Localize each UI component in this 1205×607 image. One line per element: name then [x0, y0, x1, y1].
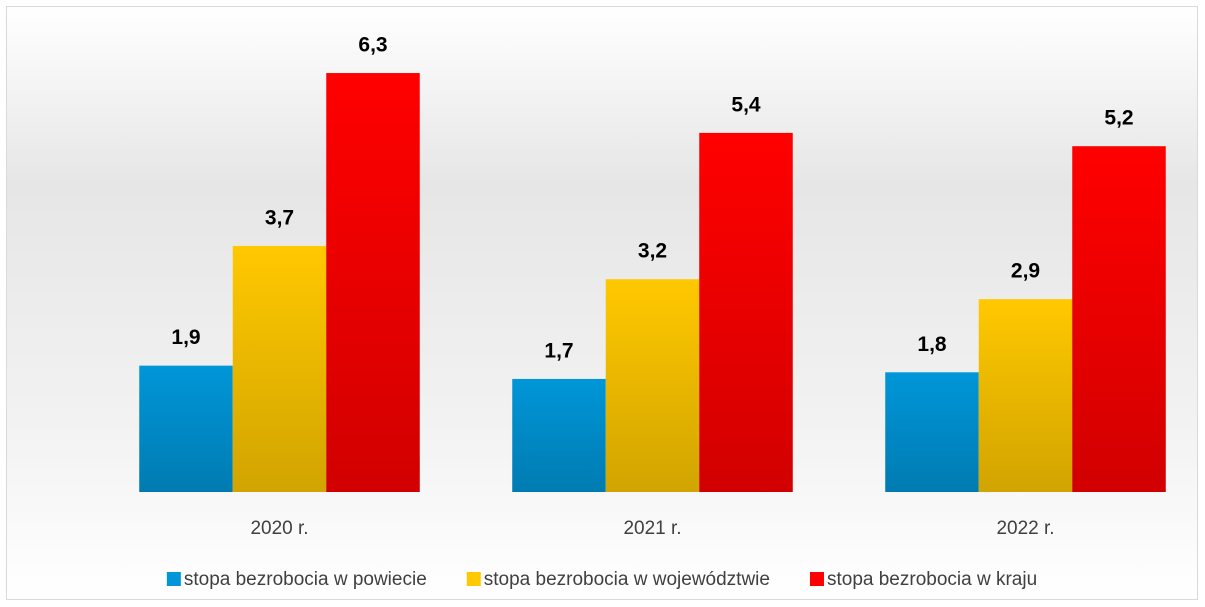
legend-swatch [809, 572, 824, 586]
data-label: 3,7 [265, 206, 294, 229]
bar-shade [1072, 146, 1166, 492]
x-tick-label: 2022 r. [996, 518, 1054, 539]
bar-shade [885, 372, 979, 492]
legend-swatch [166, 572, 181, 586]
bar-shade [139, 365, 233, 492]
data-label: 2,9 [1011, 260, 1040, 283]
bar-shade [605, 279, 700, 492]
data-label: 1,7 [544, 339, 573, 362]
bar-shade [326, 73, 420, 493]
data-label: 6,3 [358, 34, 387, 57]
data-label: 5,2 [1104, 107, 1133, 130]
legend-label: stopa bezrobocia w powiecie [184, 569, 427, 590]
bar-shade [232, 245, 327, 492]
bar-shade [512, 378, 606, 492]
x-tick-label: 2021 r. [623, 518, 681, 539]
x-tick-label: 2020 r. [250, 518, 308, 539]
legend-label: stopa bezrobocia w województwie [484, 569, 770, 590]
data-label: 5,4 [731, 93, 761, 116]
legend-label: stopa bezrobocia w kraju [827, 569, 1037, 590]
legend-swatch [466, 572, 481, 586]
bar-shade [978, 299, 1073, 492]
bar-shade [699, 132, 793, 492]
data-label: 1,9 [171, 326, 200, 349]
data-label: 1,8 [917, 333, 947, 356]
data-label: 3,2 [638, 240, 667, 263]
